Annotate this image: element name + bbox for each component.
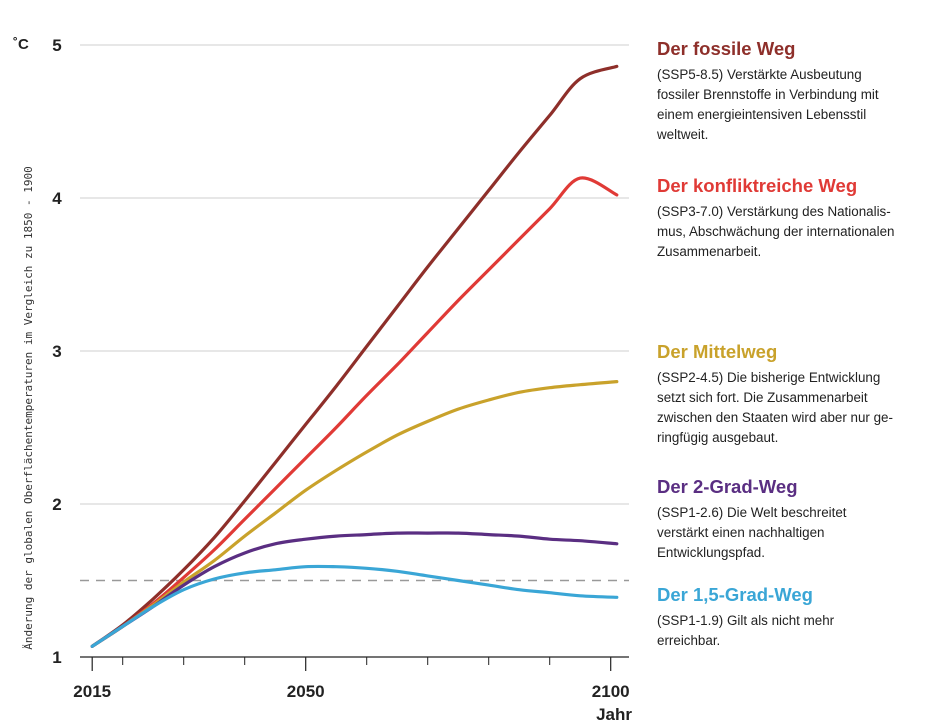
x-axis-ticks bbox=[91, 657, 612, 671]
unit-label: ˚C bbox=[13, 36, 29, 53]
legend-description-line: weltweit. bbox=[657, 127, 709, 142]
legend-title: Der Mittelweg bbox=[657, 341, 778, 362]
legend-description-line: (SSP3-7.0) Verstärkung des Nationalis- bbox=[657, 204, 891, 219]
y-tick-label: 2 bbox=[52, 495, 61, 514]
series-line-3 bbox=[90, 380, 619, 648]
legend-description-line: mus, Abschwächung der internationalen bbox=[657, 224, 895, 239]
legend-description-line: ringfügig ausgebaut. bbox=[657, 430, 779, 445]
legend-description-line: verstärkt einen nachhaltigen bbox=[657, 525, 825, 540]
x-tick-label: 2015 bbox=[73, 682, 111, 701]
legend-entry: Der konfliktreiche Weg (SSP3-7.0) Verstär… bbox=[657, 175, 925, 262]
legend-description-line: erreichbar. bbox=[657, 633, 721, 648]
series-line-2 bbox=[90, 176, 619, 648]
y-tick-label: 4 bbox=[52, 189, 62, 208]
legend-entry: Der fossile Weg (SSP5-8.5) Verstärkte Aus… bbox=[657, 38, 925, 145]
legend-description-line: (SSP1-1.9) Gilt als nicht mehr bbox=[657, 613, 835, 628]
y-tick-labels: 1 2 3 4 5 bbox=[52, 36, 62, 667]
legend-title: Der fossile Weg bbox=[657, 38, 796, 59]
series-line-5 bbox=[90, 564, 619, 648]
series-line-1 bbox=[90, 64, 619, 648]
legend-entry: Der Mittelweg (SSP2-4.5) Die bisherige En… bbox=[657, 341, 925, 448]
legend-title: Der konfliktreiche Weg bbox=[657, 175, 858, 196]
series-line-4 bbox=[90, 531, 619, 648]
y-axis-label: Änderung der globalen Oberflächentempera… bbox=[22, 166, 35, 649]
x-axis-label: Jahr bbox=[596, 705, 632, 724]
legend-description-line: (SSP5-8.5) Verstärkte Ausbeutung bbox=[657, 67, 862, 82]
y-tick-label: 1 bbox=[52, 648, 61, 667]
legend-description-line: einem energieintensiven Lebensstil bbox=[657, 107, 867, 122]
legend-description-line: (SSP1-2.6) Die Welt beschreitet bbox=[657, 505, 847, 520]
y-tick-label: 5 bbox=[52, 36, 61, 55]
x-tick-labels: 2015 2050 2100 bbox=[73, 682, 629, 701]
x-tick-label: 2050 bbox=[287, 682, 325, 701]
legend-title: Der 2-Grad-Weg bbox=[657, 476, 798, 497]
legend-description-line: Entwicklungspfad. bbox=[657, 545, 765, 560]
legend-description-line: fossiler Brennstoffe in Verbindung mit bbox=[657, 87, 879, 102]
legend-entry: Der 2-Grad-Weg (SSP1-2.6) Die Welt beschr… bbox=[657, 476, 925, 563]
gridlines bbox=[80, 44, 629, 505]
legend-description-line: zwischen den Staaten wird aber nur ge- bbox=[657, 410, 893, 425]
y-tick-label: 3 bbox=[52, 342, 61, 361]
legend-description-line: Zusammenarbeit. bbox=[657, 244, 762, 259]
legend-description-line: setzt sich fort. Die Zusammenarbeit bbox=[657, 390, 868, 405]
x-tick-label: 2100 bbox=[592, 682, 630, 701]
legend-description-line: (SSP2-4.5) Die bisherige Entwicklung bbox=[657, 370, 881, 385]
legend-entry: Der 1,5-Grad-Weg (SSP1-1.9) Gilt als nich… bbox=[657, 584, 925, 651]
series-lines bbox=[90, 64, 619, 648]
legend-title: Der 1,5-Grad-Weg bbox=[657, 584, 813, 605]
